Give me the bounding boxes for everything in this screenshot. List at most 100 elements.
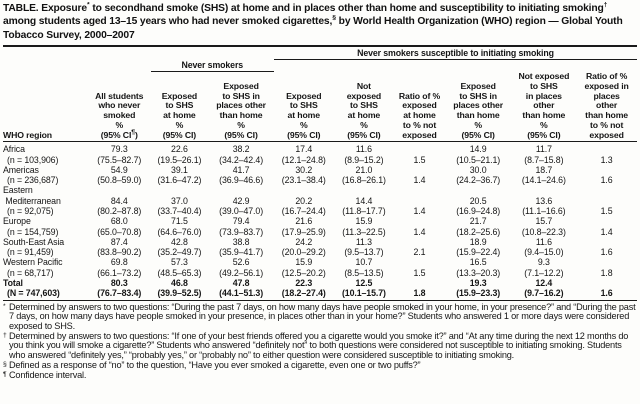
ratio-home-cell: 1.4: [413, 206, 426, 216]
susceptible-not-exposed-other-cell: 18.7 (14.1–24.6): [521, 164, 566, 186]
exposed-shs-home-cell: 42.8 (35.2–49.7): [157, 236, 202, 258]
exposed-shs-home-cell: 71.5 (64.6–76.0): [157, 216, 202, 237]
susceptible-exposed-other-cell: 19.3 (15.9–23.3): [444, 278, 512, 301]
table-row-south-east-asia: South-East Asia (n = 91,459) 87.4 (83.8–90.…: [3, 237, 637, 258]
ratio-home-cell: 2.1: [413, 247, 426, 258]
susceptible-exposed-other-cell: 20.5 (16.9–24.8): [456, 195, 501, 216]
column-header-exposed-shs-home: Exposed to SHS at home% (95% CI): [150, 71, 209, 143]
column-header-all-students: All students who never smoked% (95% CI¶): [87, 71, 151, 143]
table-row-africa: Africa (n = 103,906) 79.3 (75.5–82.7) 22.6 (1…: [3, 142, 637, 165]
exposed-shs-home-cell: 37.0 (33.7–40.4): [157, 195, 202, 216]
region-cell: Total (N = 747,603): [3, 278, 88, 301]
susceptible-exposed-other-cell: 30.0 (24.2–36.7): [456, 164, 501, 186]
column-header-exposed-shs-other: Exposed to SHS in places other than home% (9…: [208, 71, 274, 143]
susceptible-not-exposed-other-cell: 12.4 (9.7–16.2): [511, 278, 577, 301]
susceptible-exposed-home-cell: 17.4 (12.1–24.8): [281, 144, 326, 165]
spanner-row-susceptible: Never smokers susceptible to initiating …: [3, 45, 637, 60]
spanner-susceptible: Never smokers susceptible to initiating …: [273, 45, 637, 60]
ratio-home-cell: 1.5: [413, 267, 426, 278]
ratio-other-cell: 1.8: [600, 267, 613, 278]
susceptible-not-exposed-home-cell: 14.4 (11.8–17.7): [342, 195, 386, 216]
column-header-susceptible-not-exposed-home: Not exposed to SHS at home% (95% CI): [333, 71, 395, 143]
exposed-shs-other-cell: 38.2 (34.2–42.4): [219, 144, 264, 165]
ratio-other-cell: 1.5: [600, 206, 613, 216]
footnote-text: Confidence interval.: [9, 369, 87, 380]
susceptible-exposed-other-cell: 16.5 (13.3–20.3): [456, 257, 501, 278]
table-row-total: Total (N = 747,603) 80.3 (76.7–83.4) 46.8 (39…: [3, 278, 637, 301]
exposed-shs-other-cell: 41.7 (36.9–46.6): [219, 164, 264, 186]
ratio-home-cell: 1.8: [394, 278, 445, 301]
susceptible-exposed-other-cell: 21.7 (18.2–25.6): [456, 216, 501, 237]
column-header-ratio-other: Ratio of % exposed in places other than home…: [576, 71, 637, 143]
footnote-1: * Determined by answers to two questions:…: [3, 301, 639, 332]
all-students-cell: 80.3 (76.7–83.4): [87, 278, 151, 301]
footnote-marker: ¶: [3, 370, 7, 378]
exposed-shs-home-cell: 57.3 (48.5–65.3): [157, 257, 202, 278]
ratio-other-cell: 1.6: [600, 247, 613, 258]
susceptible-not-exposed-other-cell: 11.6 (9.4–15.0): [524, 236, 564, 258]
region-cell: South-East Asia (n = 91,459): [3, 236, 65, 258]
exposed-shs-other-cell: 38.8 (35.9–41.7): [219, 236, 264, 258]
susceptible-exposed-home-cell: 24.2 (20.0–29.2): [281, 236, 326, 258]
all-students-cell: 84.4 (80.2–87.8): [97, 195, 142, 216]
exposed-shs-home-cell: 46.8 (39.9–52.5): [150, 278, 209, 301]
table-row-americas: Americas (n = 236,687) 54.9 (50.8–59.0) 39.1…: [3, 165, 637, 186]
susceptible-exposed-other-cell: 18.9 (15.9–22.4): [456, 236, 501, 258]
susceptible-not-exposed-home-cell: 12.5 (10.1–15.7): [333, 278, 395, 301]
susceptible-not-exposed-home-cell: 11.6 (8.9–15.2): [344, 144, 384, 165]
spanner-spacer: [3, 59, 151, 71]
region-cell: Europe (n = 154,759): [3, 216, 59, 237]
footnote-3: § Defined as a response of “no” to the qu…: [3, 359, 639, 371]
footnote-marker: *: [3, 302, 6, 310]
spanner-spacer: [274, 59, 637, 71]
footnotes: * Determined by answers to two questions:…: [3, 301, 639, 381]
column-header-susceptible-not-exposed-other: Not exposed to SHS in places other than home…: [511, 71, 577, 143]
footnote-4: ¶ Confidence interval.: [3, 369, 639, 381]
spanner-spacer: [3, 46, 274, 59]
exposed-shs-home-cell: 22.6 (19.5–26.1): [157, 144, 202, 165]
table-row-western-pacific: Western Pacific (n = 68,717) 69.8 (66.1–73.…: [3, 257, 637, 278]
susceptible-not-exposed-other-cell: 15.7 (10.8–22.3): [521, 216, 566, 237]
ratio-other-cell: 1.6: [576, 278, 637, 301]
footnote-text: Defined as a response of “no” to the que…: [9, 359, 421, 370]
susceptible-not-exposed-other-cell: 9.3 (7.1–12.2): [524, 257, 564, 278]
spanner-never-smokers: Never smokers: [150, 59, 274, 72]
column-header-susceptible-exposed-home: Exposed to SHS at home% (95% CI): [273, 71, 334, 143]
ratio-home-cell: 1.5: [413, 154, 426, 165]
susceptible-not-exposed-home-cell: 11.3 (9.5–13.7): [344, 236, 384, 258]
susceptible-exposed-other-cell: 14.9 (10.5–21.1): [456, 144, 501, 165]
table-row-europe: Europe (n = 154,759) 68.0 (65.0–70.8) 71.5 (6…: [3, 216, 637, 237]
susceptible-exposed-home-cell: 20.2 (16.7–24.4): [281, 195, 326, 216]
column-header-susceptible-exposed-other: Exposed to SHS in places other than home% (9…: [444, 71, 512, 143]
footnote-text: Determined by answers to two questions: …: [9, 330, 629, 361]
column-header-who-region: WHO region: [3, 71, 88, 143]
footnote-marker: †: [3, 331, 7, 339]
all-students-cell: 68.0 (65.0–70.8): [97, 216, 142, 237]
all-students-cell: 54.9 (50.8–59.0): [97, 164, 142, 186]
exposed-shs-other-cell: 42.9 (39.0–47.0): [219, 195, 264, 216]
column-header-row: WHO region All students who never smoked% (9…: [3, 71, 637, 143]
ratio-other-cell: 1.6: [600, 175, 613, 186]
region-cell: Eastern Mediterranean (n = 92,075): [3, 185, 61, 216]
report-page: TABLE. Exposure* to secondhand smoke (SH…: [3, 1, 639, 381]
table-title: TABLE. Exposure* to secondhand smoke (SH…: [3, 1, 623, 41]
exposed-shs-other-cell: 47.8 (44.1–51.3): [208, 278, 274, 301]
exposed-shs-other-cell: 52.6 (49.2–56.1): [219, 257, 264, 278]
ratio-other-cell: 1.3: [600, 154, 613, 165]
footnote-2: † Determined by answers to two questions:…: [3, 330, 639, 361]
shs-exposure-table: Never smokers susceptible to initiating …: [3, 44, 637, 301]
ratio-home-cell: 1.4: [413, 175, 426, 186]
ratio-home-cell: 1.4: [413, 226, 426, 237]
footnote-text: Determined by answers to two questions: …: [9, 301, 636, 332]
exposed-shs-other-cell: 79.4 (73.9–83.7): [219, 216, 264, 237]
table-header: Never smokers susceptible to initiating …: [3, 45, 637, 143]
susceptible-exposed-home-cell: 15.9 (12.5–20.2): [281, 257, 326, 278]
susceptible-not-exposed-other-cell: 11.7 (8.7–15.8): [524, 144, 564, 165]
table-row-eastern-mediterranean: Eastern Mediterranean (n = 92,075) 84.4 (80…: [3, 185, 637, 216]
susceptible-exposed-home-cell: 21.6 (17.9–25.9): [281, 216, 326, 237]
exposed-shs-home-cell: 39.1 (31.6–47.2): [157, 164, 202, 186]
ratio-other-cell: 1.4: [600, 226, 613, 237]
susceptible-not-exposed-home-cell: 21.0 (16.8–26.1): [341, 164, 386, 186]
spanner-row-never-smokers: Never smokers: [3, 59, 637, 72]
table-body: Africa (n = 103,906) 79.3 (75.5–82.7) 22.6 (1…: [3, 142, 637, 301]
